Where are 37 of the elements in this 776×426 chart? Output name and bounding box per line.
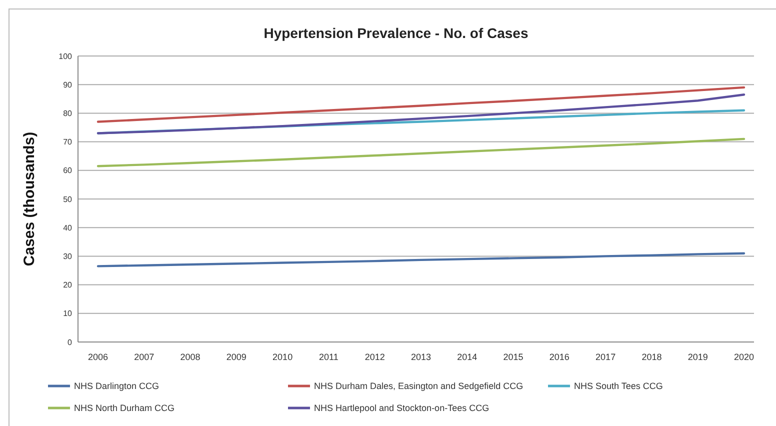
x-tick-label: 2007 — [134, 352, 154, 362]
chart-title: Hypertension Prevalence - No. of Cases — [264, 25, 528, 41]
x-tick-label: 2019 — [688, 352, 708, 362]
legend-label: NHS South Tees CCG — [574, 381, 663, 392]
legend-label: NHS Darlington CCG — [74, 381, 160, 392]
legend-label: NHS Durham Dales, Easington and Sedgefield CCG — [314, 381, 524, 392]
x-tick-label: 2015 — [503, 352, 524, 362]
y-tick-label: 20 — [63, 280, 73, 290]
y-tick-label: 50 — [63, 194, 73, 204]
x-tick-label: 2013 — [410, 352, 432, 362]
y-tick-label: 40 — [63, 223, 73, 232]
legend-label: NHS North Durham CCG — [74, 403, 175, 414]
y-tick-label: 0 — [68, 338, 73, 347]
y-tick-label: 30 — [63, 252, 73, 261]
x-tick-label: 2010 — [272, 352, 293, 362]
line-series — [96, 138, 746, 168]
x-tick-label: 2012 — [364, 352, 385, 362]
x-tick-label: 2014 — [457, 352, 478, 362]
x-tick-label: 2009 — [226, 352, 246, 362]
x-tick-label: 2006 — [88, 352, 108, 362]
y-tick-label: 70 — [63, 138, 73, 147]
x-tick-label: 2020 — [734, 352, 754, 362]
y-tick-label: 90 — [63, 80, 73, 90]
x-tick-label: 2011 — [319, 352, 338, 362]
line-series — [96, 86, 746, 123]
x-tick-label: 2017 — [596, 352, 616, 362]
y-axis-title: Cases (thousands) — [21, 132, 38, 266]
line-series — [96, 252, 746, 268]
y-tick-label: 60 — [63, 166, 73, 176]
line-series — [96, 94, 746, 134]
x-tick-label: 2008 — [180, 352, 200, 362]
y-tick-label: 10 — [63, 309, 73, 318]
x-tick-label: 2018 — [642, 352, 662, 362]
y-tick-label: 80 — [63, 109, 73, 118]
legend-label: NHS Hartlepool and Stockton-on-Tees CCG — [314, 403, 490, 414]
y-tick-label: 100 — [58, 52, 73, 61]
x-tick-label: 2016 — [549, 352, 570, 362]
